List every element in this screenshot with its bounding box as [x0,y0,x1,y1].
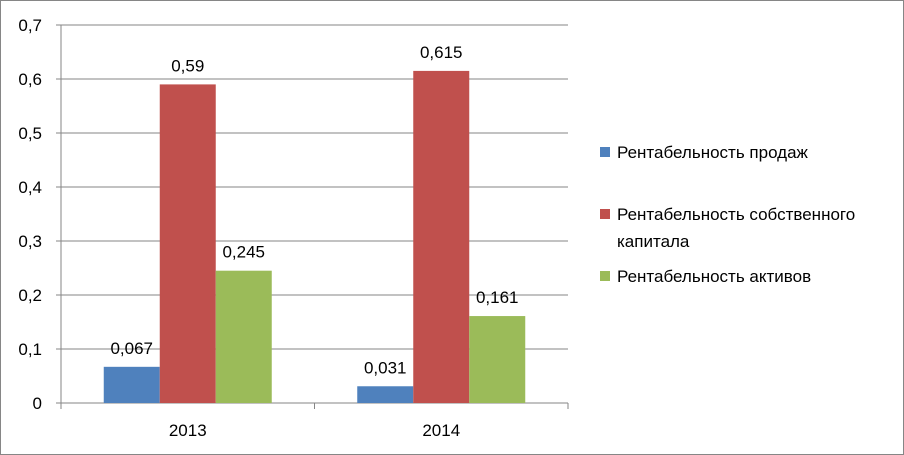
legend-label: Рентабельность продаж [617,143,809,162]
legend-swatch [600,209,610,219]
data-label: 0,161 [476,288,519,307]
legend-swatch [600,271,610,281]
bar [215,270,272,403]
legend-label: капитала [617,232,690,251]
bar [159,84,216,404]
data-label: 0,245 [222,243,265,262]
bar [469,316,526,403]
bar [103,366,160,403]
legend-label: Рентабельность активов [617,267,811,286]
data-label: 0,615 [420,43,463,62]
data-label: 0,067 [110,339,153,358]
y-tick-label: 0 [33,394,42,413]
y-tick-label: 0,5 [18,124,42,143]
y-tick-label: 0,4 [18,178,42,197]
y-tick-label: 0,1 [18,340,42,359]
data-label: 0,59 [171,56,204,75]
legend-swatch [600,147,610,157]
y-tick-label: 0,2 [18,286,42,305]
data-label: 0,031 [364,358,407,377]
x-tick-label: 2014 [422,421,460,440]
y-tick-label: 0,6 [18,70,42,89]
bar [357,386,414,403]
x-tick-label: 2013 [169,421,207,440]
bar [413,70,470,404]
y-tick-label: 0,7 [18,16,42,35]
y-tick-label: 0,3 [18,232,42,251]
legend-label: Рентабельность собственного [617,205,855,224]
